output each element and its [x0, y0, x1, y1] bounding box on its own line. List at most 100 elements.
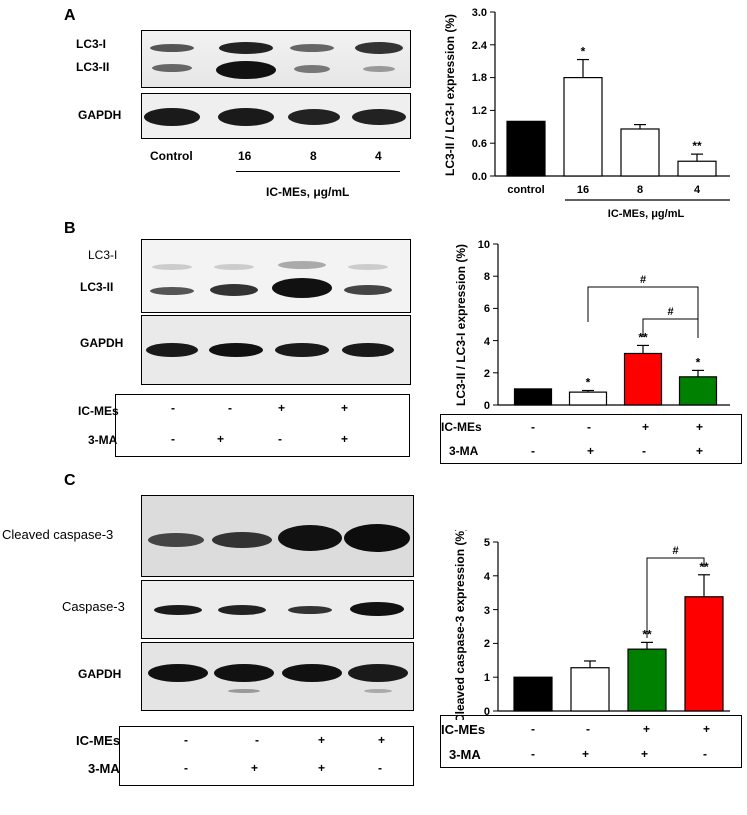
- sign-c-r0-c3: +: [378, 733, 386, 747]
- blot-cleaved-caspase-c: [141, 495, 414, 577]
- chart-c-sign-r1-c1: +: [582, 747, 590, 761]
- chart-a-ytick-4: 2.4: [472, 40, 488, 52]
- sign-c-r0-c1: -: [255, 733, 259, 747]
- sign-b-r1-c2: -: [278, 432, 282, 446]
- chart-a-sig-1: *: [581, 45, 586, 59]
- chart-c-sign-r0-c3: +: [703, 722, 711, 736]
- blot-gapdh-b-image: [142, 316, 410, 384]
- chart-a-xtick-2: 8: [637, 184, 643, 196]
- chart-b-sign-r0-c2: +: [642, 420, 650, 434]
- chart-c-sign-r0-c1: -: [586, 722, 590, 736]
- chart-c-bar-1: [570, 667, 610, 712]
- chart-b-row-label-3ma: 3-MA: [449, 444, 479, 458]
- sign-row-label-icmes-c: IC-MEs: [76, 733, 121, 748]
- chart-b-sign-r1-c3: +: [696, 444, 704, 458]
- label-gapdh-c: GAPDH: [78, 667, 122, 681]
- chart-a-xtick-1: 16: [577, 184, 589, 196]
- sign-c-r0-c0: -: [184, 733, 188, 747]
- chart-b-sig-3: *: [696, 355, 701, 369]
- chart-c-ytick-1: 1: [484, 672, 490, 684]
- chart-b-ytick-5: 10: [478, 239, 490, 251]
- lane-label-8: 8: [310, 149, 317, 163]
- chart-a-xtick-0: control: [507, 184, 544, 196]
- sign-c-r1-c2: +: [318, 761, 326, 775]
- chart-b-bracket-label-0: #: [640, 274, 646, 286]
- chart-c-ytick-2: 2: [484, 638, 490, 650]
- lane-label-control: Control: [150, 149, 193, 163]
- chart-c-row-label-icmes: IC-MEs: [441, 722, 486, 737]
- chart-c-sign-r0-c2: +: [643, 722, 651, 736]
- chart-b-bar-0: [513, 388, 553, 406]
- blot-lc3-b-image: [142, 240, 410, 312]
- chart-a-ytick-1: 0.6: [472, 138, 487, 150]
- chart-c-bar-0: [513, 676, 553, 712]
- sign-b-r0-c0: -: [171, 401, 175, 415]
- chart-b-sign-r1-c2: -: [642, 444, 646, 458]
- chart-b-bar-3: [678, 376, 718, 406]
- chart-a-sig-3: **: [692, 139, 702, 153]
- chart-a-bar-0: [506, 120, 546, 177]
- label-lc3-ii-b: LC3-II: [80, 280, 114, 294]
- chart-c-bar-3: [684, 596, 724, 712]
- treatment-line-a: [236, 171, 400, 172]
- blot-gapdh-a: [141, 93, 411, 139]
- chart-b-ytick-2: 4: [484, 336, 491, 348]
- blot-lc3-a: [141, 30, 411, 88]
- chart-b-row-label-icmes: IC-MEs: [441, 420, 482, 434]
- chart-c-sign-r1-c2: +: [641, 747, 649, 761]
- label-gapdh-a: GAPDH: [78, 108, 122, 122]
- panel-letter-c: C: [64, 472, 76, 489]
- chart-b-ytick-1: 2: [484, 368, 490, 380]
- chart-c-ytick-0: 0: [484, 706, 490, 718]
- blot-gapdh-c: [141, 642, 414, 711]
- chart-c-ytick-4: 4: [484, 571, 491, 583]
- chart-a-ylabel: LC3-II / LC3-I expression (%): [443, 14, 457, 176]
- sign-b-r1-c0: -: [171, 432, 175, 446]
- chart-c: Cleaved caspase-3 expression (%) 0 1 2 3…: [453, 530, 730, 720]
- chart-a-xtick-3: 4: [694, 184, 701, 196]
- treatment-label-a: IC-MEs, μg/mL: [266, 185, 350, 199]
- chart-b-sign-r1-c1: +: [587, 444, 595, 458]
- chart-b-sig-1: *: [586, 376, 591, 390]
- chart-b-sign-r0-c3: +: [696, 420, 704, 434]
- chart-c-bracket-0: [646, 557, 705, 638]
- chart-a-ytick-5: 3.0: [472, 7, 487, 19]
- lane-label-4: 4: [375, 149, 382, 163]
- chart-b-bar-2: [623, 352, 663, 406]
- blot-caspase-c: [141, 580, 414, 639]
- chart-b-ytick-4: 8: [484, 271, 490, 283]
- chart-a-ytick-2: 1.2: [472, 105, 487, 117]
- chart-b-sign-r0-c0: -: [531, 420, 535, 434]
- chart-c-sign-r1-c0: -: [531, 747, 535, 761]
- chart-c-bracket-label-0: #: [672, 545, 678, 557]
- sign-c-r1-c0: -: [184, 761, 188, 775]
- chart-b-ytick-0: 0: [484, 400, 490, 412]
- chart-a-ytick-0: 0.0: [472, 171, 487, 183]
- sign-table-b: IC-MEs 3-MA - - + + - + - +: [78, 394, 410, 457]
- chart-c-sign-r1-c3: -: [703, 747, 707, 761]
- sign-row-label-icmes-b: IC-MEs: [78, 404, 119, 418]
- blot-cleaved-caspase-c-image: [142, 496, 413, 576]
- panel-letter-b: B: [64, 220, 76, 237]
- blot-gapdh-a-image: [142, 94, 410, 138]
- sign-b-r0-c3: +: [341, 401, 349, 415]
- label-cleaved-caspase-c: Cleaved caspase-3: [2, 527, 114, 542]
- chart-a-bar-3: [677, 160, 717, 177]
- sign-c-r0-c2: +: [318, 733, 326, 747]
- chart-c-ytick-3: 3: [484, 605, 490, 617]
- chart-a-ytick-3: 1.8: [472, 72, 487, 84]
- blot-lc3-b: [141, 239, 411, 313]
- lane-label-16: 16: [238, 149, 252, 163]
- chart-a-xlabel: IC-MEs, μg/mL: [608, 208, 685, 220]
- sign-b-r1-c3: +: [341, 432, 349, 446]
- chart-b-sign-r0-c1: -: [587, 420, 591, 434]
- blot-gapdh-c-image: [142, 643, 413, 710]
- sign-c-r1-c1: +: [251, 761, 259, 775]
- label-caspase-c: Caspase-3: [62, 599, 125, 614]
- chart-b: LC3-II / LC3-I expression (%) 0 2 4 6 8 …: [454, 239, 730, 412]
- chart-b-bracket-0: [587, 286, 699, 338]
- chart-c-ytick-5: 5: [484, 537, 490, 549]
- chart-c-row-label-3ma: 3-MA: [449, 747, 481, 762]
- sign-c-r1-c3: -: [378, 761, 382, 775]
- chart-b-ylabel: LC3-II / LC3-I expression (%): [454, 244, 468, 406]
